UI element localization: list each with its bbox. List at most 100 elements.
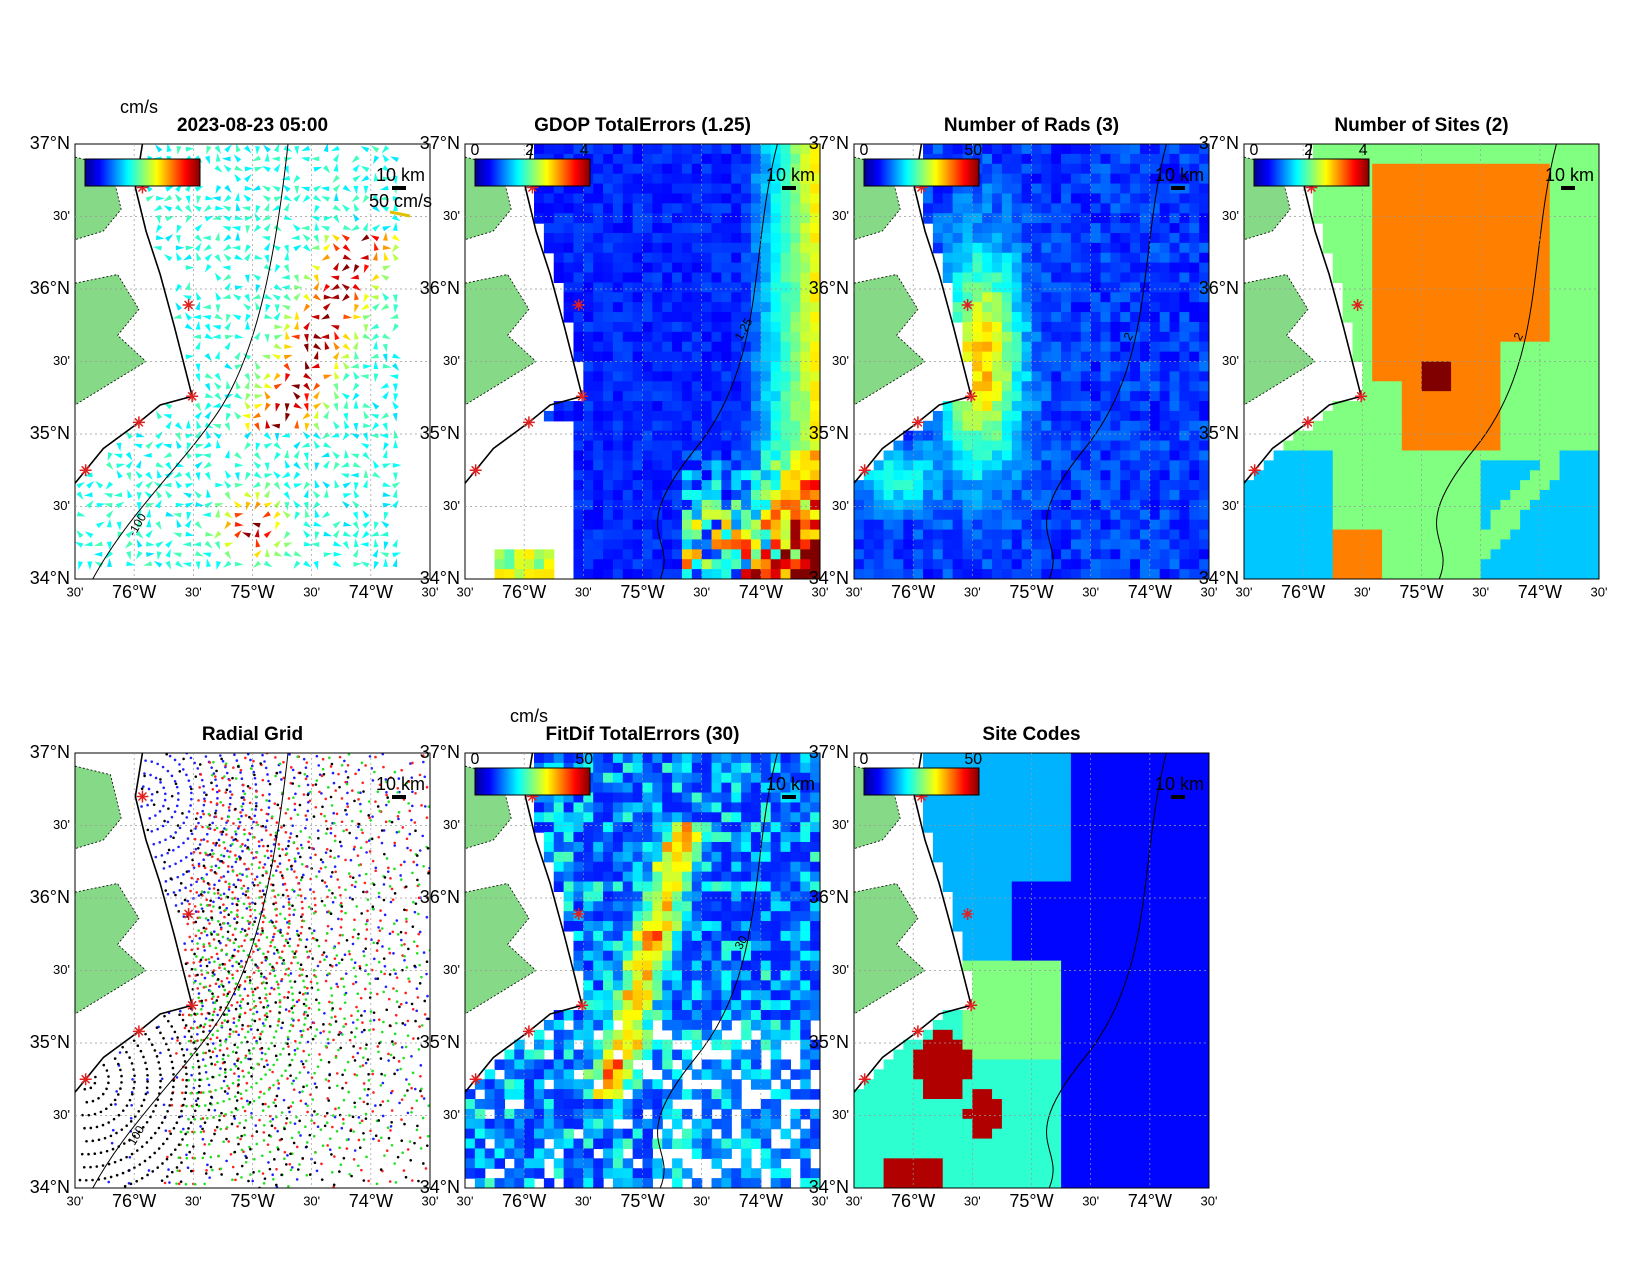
field-cell (1362, 460, 1373, 471)
field-cell (681, 569, 693, 579)
field-cell (612, 539, 624, 550)
field-cell (1189, 213, 1200, 224)
field-cell (810, 163, 820, 175)
current-vector (354, 330, 359, 340)
current-vector (206, 558, 212, 568)
field-cell (992, 371, 1003, 382)
field-cell (603, 430, 614, 442)
field-cell (770, 539, 782, 550)
field-cell (1401, 153, 1413, 165)
field-cell (1179, 223, 1190, 234)
field-cell (583, 361, 594, 372)
field-cell (923, 569, 934, 579)
current-vector (293, 483, 303, 489)
field-cell (1070, 509, 1082, 521)
field-cell (1470, 183, 1482, 195)
field-cell (1510, 193, 1521, 204)
field-cell (1070, 312, 1082, 323)
field-cell (750, 499, 762, 511)
field-cell (982, 450, 993, 461)
current-vector (192, 334, 202, 340)
field-cell (1169, 569, 1181, 579)
current-vector (343, 521, 353, 527)
field-cell (972, 410, 983, 422)
field-cell (701, 193, 713, 204)
current-vector (275, 521, 281, 531)
field-cell (800, 509, 811, 521)
current-vector (195, 453, 205, 459)
field-cell (1189, 302, 1200, 313)
current-vector (284, 314, 293, 320)
field-cell (1589, 292, 1599, 303)
field-cell (1110, 460, 1121, 471)
current-vector (380, 274, 390, 281)
current-vector (353, 489, 360, 499)
field-cell (1110, 163, 1121, 175)
current-vector (322, 302, 331, 311)
field-cell (731, 450, 742, 461)
field-cell (1529, 242, 1541, 254)
field-cell (691, 450, 703, 461)
field-cell (1529, 480, 1541, 491)
field-cell (741, 173, 752, 185)
current-vector (242, 353, 252, 361)
field-cell (913, 440, 924, 452)
colorbar (84, 158, 201, 187)
current-vector (135, 432, 145, 438)
current-vector (146, 518, 152, 528)
field-cell (1569, 282, 1580, 293)
field-cell (1460, 321, 1472, 333)
field-cell (534, 203, 545, 214)
field-cell (760, 420, 772, 432)
field-cell (1041, 490, 1052, 501)
field-cell (1510, 282, 1521, 293)
field-cell (662, 450, 673, 461)
field-cell (992, 539, 1003, 550)
radial-grid-point (184, 886, 187, 890)
field-cell (1011, 450, 1023, 461)
current-vector (212, 215, 222, 220)
current-vector (293, 274, 299, 284)
field-cell (1520, 470, 1531, 481)
field-cell (662, 321, 673, 333)
field-cell (1569, 203, 1580, 214)
field-cell (972, 361, 983, 372)
field-cell (662, 391, 673, 402)
field-cell (1041, 193, 1052, 204)
field-cell (583, 223, 594, 234)
current-vector (312, 490, 321, 499)
field-cell (1559, 213, 1571, 224)
field-cell (583, 183, 594, 195)
field-cell (563, 282, 575, 293)
field-cell (691, 302, 703, 313)
field-cell (1159, 312, 1171, 323)
radial-grid-point (161, 824, 165, 828)
field-cell (711, 529, 722, 541)
field-cell (1031, 223, 1042, 234)
radar-site (965, 390, 978, 403)
field-cell (1001, 282, 1013, 293)
field-cell (962, 282, 973, 293)
field-cell (1021, 490, 1033, 501)
field-cell (810, 410, 820, 422)
field-cell (593, 183, 604, 195)
field-cell (652, 321, 663, 333)
field-cell (1480, 519, 1492, 531)
field-cell (972, 440, 983, 452)
field-cell (1480, 460, 1492, 471)
current-vector (106, 541, 112, 551)
field-cell (790, 232, 801, 244)
field-cell (593, 232, 604, 244)
field-cell (1011, 173, 1023, 185)
field-cell (893, 470, 904, 481)
field-cell (1579, 519, 1590, 531)
radial-grid-point (173, 758, 177, 762)
field-cell (1401, 223, 1413, 234)
field-cell (563, 410, 575, 422)
field-cell (800, 203, 811, 214)
field-cell (1510, 163, 1521, 175)
radial-grid-point (254, 808, 257, 811)
field-cell (1021, 410, 1033, 422)
current-vector (370, 531, 380, 537)
current-vector (383, 558, 389, 567)
